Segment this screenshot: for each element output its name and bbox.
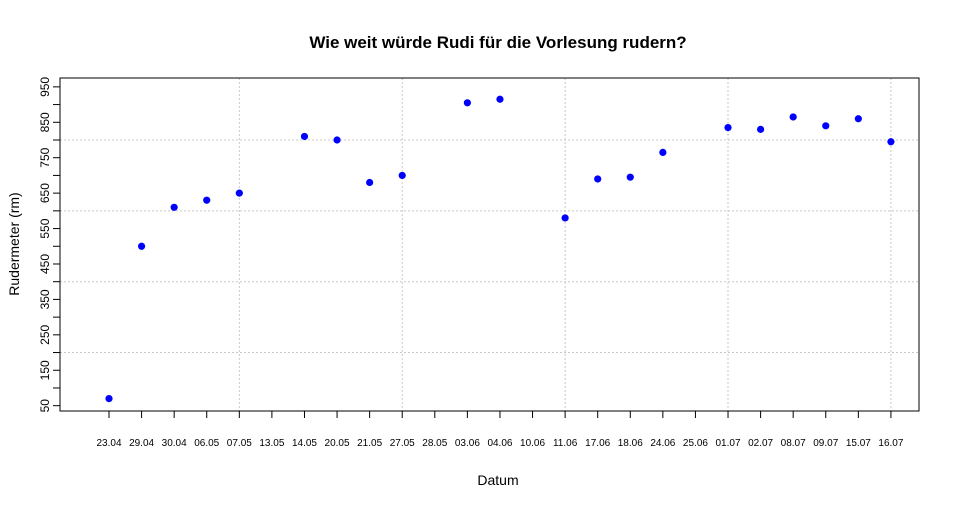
x-tick-label: 07.05 [227,438,252,449]
y-axis: 50 150 250 350 450 550 650 750 850 950 [38,77,60,413]
x-tick-label: 23.04 [96,438,121,449]
data-point [366,178,374,187]
x-tick-label: 27.05 [390,438,415,449]
data-point [137,242,146,250]
data-point [561,214,569,222]
data-points [105,95,895,403]
y-tick-label: 250 [38,324,52,344]
data-point [822,122,830,130]
y-tick-label: 650 [38,183,52,203]
x-tick-label: 17.06 [585,438,610,449]
y-tick-label: 150 [38,360,52,380]
y-tick-label: 50 [38,399,52,413]
x-tick-label: 15.07 [846,438,871,449]
y-tick-label: 450 [38,254,52,274]
data-point [170,203,178,211]
data-point [496,95,504,103]
data-point [203,196,211,204]
y-tick-label: 750 [38,147,52,167]
y-tick-label: 950 [38,77,52,97]
x-tick-label: 01.07 [716,438,741,449]
x-tick-label: 18.06 [618,438,643,449]
data-point [463,99,471,107]
data-point [300,132,309,141]
x-tick-label: 10.06 [520,438,545,449]
y-tick-label: 550 [38,218,52,238]
x-tick-label: 06.05 [194,438,219,449]
x-tick-label: 08.07 [781,438,806,449]
x-tick-label: 24.06 [650,438,675,449]
x-axis-label: Datum [477,472,518,488]
x-tick-label: 28.05 [422,438,447,449]
grid [60,78,919,411]
data-point [626,173,634,181]
y-axis-label: Rudermeter (rm) [6,192,22,295]
data-point [789,113,797,121]
data-point [235,189,243,197]
data-point [659,148,667,156]
x-tick-label: 21.05 [357,438,382,449]
x-tick-label: 30.04 [162,438,187,449]
x-tick-label: 04.06 [487,438,512,449]
x-tick-label: 03.06 [455,438,480,449]
data-point [105,395,113,403]
x-tick-label: 29.04 [129,438,154,449]
x-tick-label: 09.07 [813,438,838,449]
x-tick-label: 25.06 [683,438,708,449]
x-axis: 23.04 29.04 30.04 06.05 07.05 13.05 14.05 20.05… [96,411,904,449]
x-tick-label: 02.07 [748,438,773,449]
data-point [854,115,862,123]
chart-title: Wie weit würde Rudi für die Vorlesung ru… [309,33,686,52]
data-point [757,125,765,133]
y-tick-label: 350 [38,289,52,309]
data-point [724,123,732,132]
x-tick-label: 11.06 [553,438,578,449]
x-tick-label: 16.07 [878,438,903,449]
data-point [333,136,341,144]
data-point [594,175,602,183]
y-tick-label: 850 [38,112,52,132]
x-tick-label: 20.05 [325,438,350,449]
data-point [887,138,895,146]
data-point [398,171,406,180]
x-tick-label: 13.05 [259,438,284,449]
plot-frame [59,77,920,412]
x-tick-label: 14.05 [292,438,317,449]
